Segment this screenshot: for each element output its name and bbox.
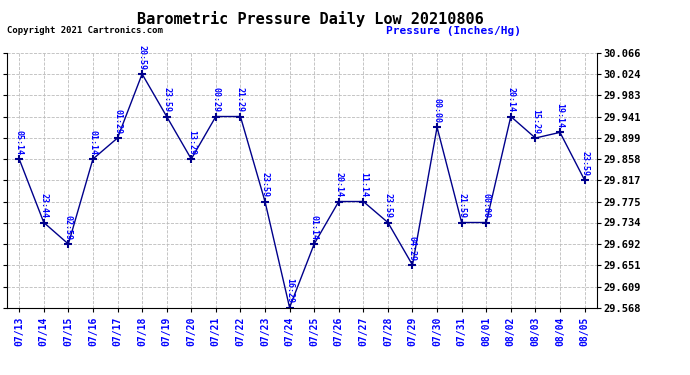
Text: 23:59: 23:59 xyxy=(580,151,589,176)
Text: 21:59: 21:59 xyxy=(457,194,466,218)
Text: 00:29: 00:29 xyxy=(211,87,220,112)
Text: 01:14: 01:14 xyxy=(310,215,319,240)
Text: 02:59: 02:59 xyxy=(64,215,73,240)
Text: 19:14: 19:14 xyxy=(555,103,564,128)
Text: 23:59: 23:59 xyxy=(162,87,171,112)
Text: 23:44: 23:44 xyxy=(39,194,48,218)
Text: 15:29: 15:29 xyxy=(531,109,540,134)
Text: 11:14: 11:14 xyxy=(359,172,368,197)
Text: Pressure (Inches/Hg): Pressure (Inches/Hg) xyxy=(386,26,522,36)
Text: 23:59: 23:59 xyxy=(384,194,393,218)
Text: 20:14: 20:14 xyxy=(506,87,515,112)
Text: 23:59: 23:59 xyxy=(261,172,270,197)
Text: 00:00: 00:00 xyxy=(433,98,442,123)
Text: 13:29: 13:29 xyxy=(187,130,196,155)
Text: 20:14: 20:14 xyxy=(334,172,343,197)
Text: 01:29: 01:29 xyxy=(113,109,122,134)
Text: 21:29: 21:29 xyxy=(236,87,245,112)
Text: 16:29: 16:29 xyxy=(285,278,294,303)
Text: Copyright 2021 Cartronics.com: Copyright 2021 Cartronics.com xyxy=(7,26,163,35)
Text: Barometric Pressure Daily Low 20210806: Barometric Pressure Daily Low 20210806 xyxy=(137,11,484,27)
Text: 04:29: 04:29 xyxy=(408,236,417,261)
Text: 01:14: 01:14 xyxy=(88,130,97,155)
Text: 00:00: 00:00 xyxy=(482,194,491,218)
Text: 05:14: 05:14 xyxy=(14,130,23,155)
Text: 20:59: 20:59 xyxy=(137,45,146,70)
